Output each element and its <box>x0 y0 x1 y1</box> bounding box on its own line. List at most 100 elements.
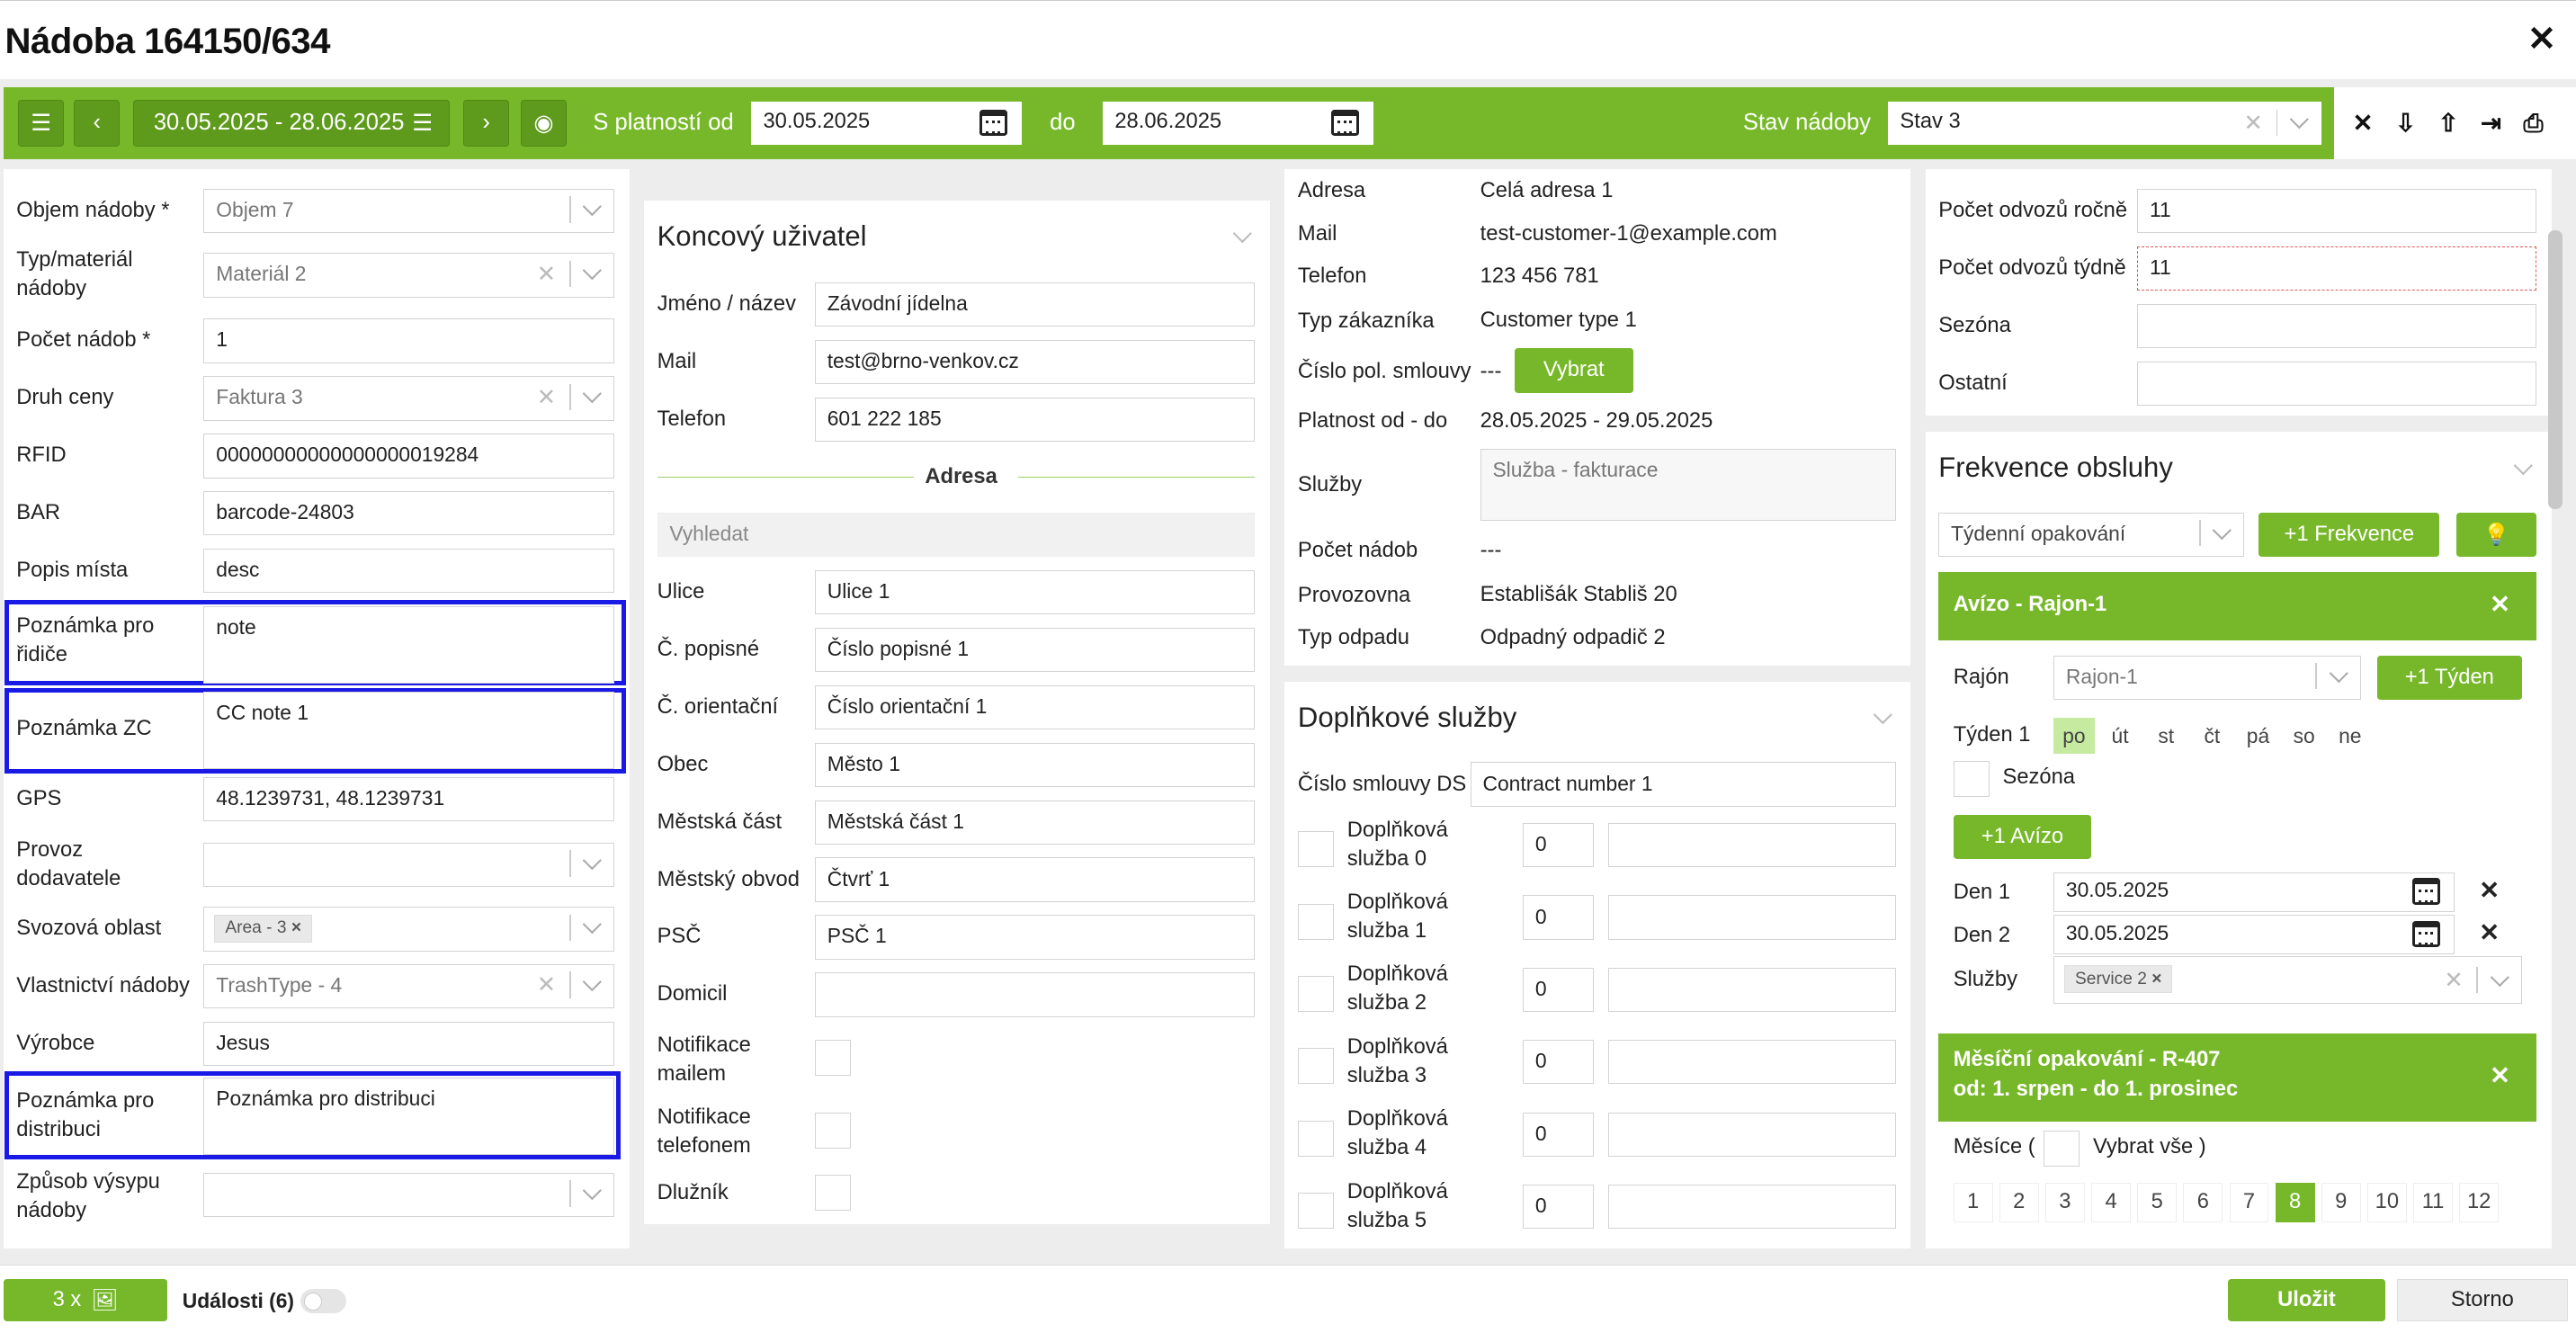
move-out-icon[interactable]: ⇧ <box>2437 108 2459 137</box>
price-select[interactable]: Faktura 3 ✕ <box>203 376 615 421</box>
clear-icon[interactable]: ✕ <box>536 972 557 998</box>
state-select[interactable]: Stav 3 ✕ <box>1887 102 2321 145</box>
month-11[interactable]: 11 <box>2413 1183 2453 1222</box>
move-in-icon[interactable]: ⇩ <box>2395 108 2416 137</box>
month-7[interactable]: 7 <box>2229 1183 2269 1222</box>
month-8[interactable]: 8 <box>2275 1183 2315 1222</box>
remove-tag-icon[interactable]: × <box>2151 969 2162 989</box>
debtor-checkbox[interactable] <box>814 1174 852 1212</box>
extra-service-checkbox[interactable] <box>1297 831 1335 868</box>
extra-service-qty[interactable]: 0 <box>1523 1040 1594 1085</box>
remove-day1-icon[interactable]: ✕ <box>2479 875 2500 904</box>
month-5[interactable]: 5 <box>2137 1183 2178 1222</box>
other-input[interactable] <box>2137 361 2537 407</box>
remove-tag-icon[interactable]: × <box>291 918 302 938</box>
cp-input[interactable]: Číslo popisné 1 <box>814 627 1256 673</box>
mail-input[interactable]: test@brno-venkov.cz <box>814 340 1256 385</box>
extra-service-note[interactable] <box>1608 823 1896 868</box>
month-3[interactable]: 3 <box>2044 1183 2085 1222</box>
cancel-button[interactable]: Storno <box>2396 1279 2568 1322</box>
close-icon[interactable]: ✕ <box>2527 20 2557 59</box>
month-4[interactable]: 4 <box>2091 1183 2131 1222</box>
choose-contract-button[interactable]: Vybrat <box>1515 348 1633 393</box>
calendar-icon[interactable] <box>2412 878 2441 905</box>
chevron-down-icon[interactable] <box>1232 224 1252 243</box>
extra-service-qty[interactable]: 0 <box>1523 823 1594 868</box>
eye-icon[interactable]: ◉ <box>520 100 568 147</box>
phone-input[interactable]: 601 222 185 <box>814 398 1256 443</box>
weekday-1[interactable]: út <box>2111 723 2129 747</box>
area-select[interactable]: Area - 3 × <box>203 907 615 952</box>
extra-service-qty[interactable]: 0 <box>1523 895 1594 940</box>
extra-service-note[interactable] <box>1608 1112 1896 1157</box>
zc-note-textarea[interactable]: CC note 1 <box>203 691 615 769</box>
weekday-5[interactable]: so <box>2293 723 2315 747</box>
add-frequency-button[interactable]: +1 Frekvence <box>2258 512 2440 558</box>
close-icon[interactable]: ✕ <box>2489 1060 2510 1089</box>
bar-input[interactable]: barcode-24803 <box>203 491 615 536</box>
calendar-icon[interactable] <box>1331 109 1360 136</box>
weekday-4[interactable]: pá <box>2246 723 2270 747</box>
count-input[interactable]: 1 <box>203 318 615 363</box>
extra-service-qty[interactable]: 0 <box>1523 1112 1594 1157</box>
chevron-down-icon[interactable] <box>1873 705 1892 724</box>
add-week-button[interactable]: +1 Týden <box>2376 655 2522 701</box>
remove-day2-icon[interactable]: ✕ <box>2479 918 2500 946</box>
city-input[interactable]: Město 1 <box>814 742 1256 787</box>
district-input[interactable]: Čtvrť 1 <box>814 857 1256 902</box>
repeat-select[interactable]: Týdenní opakování <box>1938 512 2244 558</box>
weekly-input[interactable]: 11 <box>2137 246 2537 291</box>
supplier-select[interactable] <box>203 842 615 888</box>
month-2[interactable]: 2 <box>1999 1183 2039 1222</box>
extra-service-checkbox[interactable] <box>1297 975 1335 1013</box>
rajon-select[interactable]: Rajon-1 <box>2053 655 2361 701</box>
extra-service-note[interactable] <box>1608 967 1896 1013</box>
driver-note-textarea[interactable]: note <box>203 605 615 684</box>
clear-icon[interactable]: ✕ <box>536 261 557 287</box>
maker-input[interactable]: Jesus <box>203 1022 615 1067</box>
calendar-icon[interactable] <box>2412 920 2441 948</box>
issue-select[interactable] <box>203 1173 615 1218</box>
weekday-2[interactable]: st <box>2158 723 2175 747</box>
season-input[interactable] <box>2137 303 2537 349</box>
owner-select[interactable]: TrashType - 4 ✕ <box>203 964 615 1009</box>
extra-service-note[interactable] <box>1608 1184 1896 1230</box>
extra-service-checkbox[interactable] <box>1297 1193 1335 1230</box>
events-toggle[interactable] <box>300 1288 347 1314</box>
extra-service-checkbox[interactable] <box>1297 1120 1335 1157</box>
month-10[interactable]: 10 <box>2366 1183 2407 1222</box>
print-icon[interactable]: ⎙ <box>2523 108 2544 137</box>
chevron-right-icon[interactable]: › <box>463 100 510 147</box>
extra-service-note[interactable] <box>1608 1040 1896 1085</box>
material-select[interactable]: Materiál 2 ✕ <box>203 253 615 298</box>
add-avizo-button[interactable]: +1 Avízo <box>1953 814 2092 860</box>
month-1[interactable]: 1 <box>1953 1183 1993 1222</box>
lightbulb-icon[interactable]: 💡 <box>2455 512 2537 558</box>
month-9[interactable]: 9 <box>2321 1183 2361 1222</box>
weekday-6[interactable]: ne <box>2339 723 2362 747</box>
weekday-0[interactable]: po <box>2053 718 2095 755</box>
extra-service-checkbox[interactable] <box>1297 1048 1335 1085</box>
chevron-down-icon[interactable] <box>2289 110 2309 129</box>
select-all-checkbox[interactable] <box>2044 1130 2080 1167</box>
volume-select[interactable]: Objem 7 <box>203 189 615 234</box>
day1-input[interactable]: 30.05.2025 <box>2053 872 2455 912</box>
month-12[interactable]: 12 <box>2459 1183 2500 1222</box>
save-button[interactable]: Uložit <box>2227 1279 2386 1322</box>
extra-service-qty[interactable]: 0 <box>1523 1184 1594 1230</box>
chevron-down-icon[interactable] <box>2514 455 2533 475</box>
extra-contract-input[interactable]: Contract number 1 <box>1470 762 1896 807</box>
close-icon[interactable]: ✕ <box>2489 589 2510 618</box>
place-input[interactable]: desc <box>203 549 615 594</box>
calendar-icon[interactable] <box>979 109 1008 136</box>
rfid-input[interactable]: 00000000000000000019284 <box>203 434 615 479</box>
street-input[interactable]: Ulice 1 <box>814 569 1256 615</box>
clear-icon[interactable]: ✕ <box>536 384 557 410</box>
freq-services-select[interactable]: Service 2 × ✕ <box>2053 956 2522 1004</box>
weekday-3[interactable]: čt <box>2204 723 2221 747</box>
menu-icon[interactable]: ☰ <box>18 100 65 147</box>
close-icon[interactable]: ✕ <box>2352 108 2374 137</box>
part-input[interactable]: Městská část 1 <box>814 800 1256 845</box>
address-search-input[interactable]: Vyhledat <box>657 512 1256 558</box>
import-icon[interactable]: ⇥ <box>2481 108 2501 137</box>
